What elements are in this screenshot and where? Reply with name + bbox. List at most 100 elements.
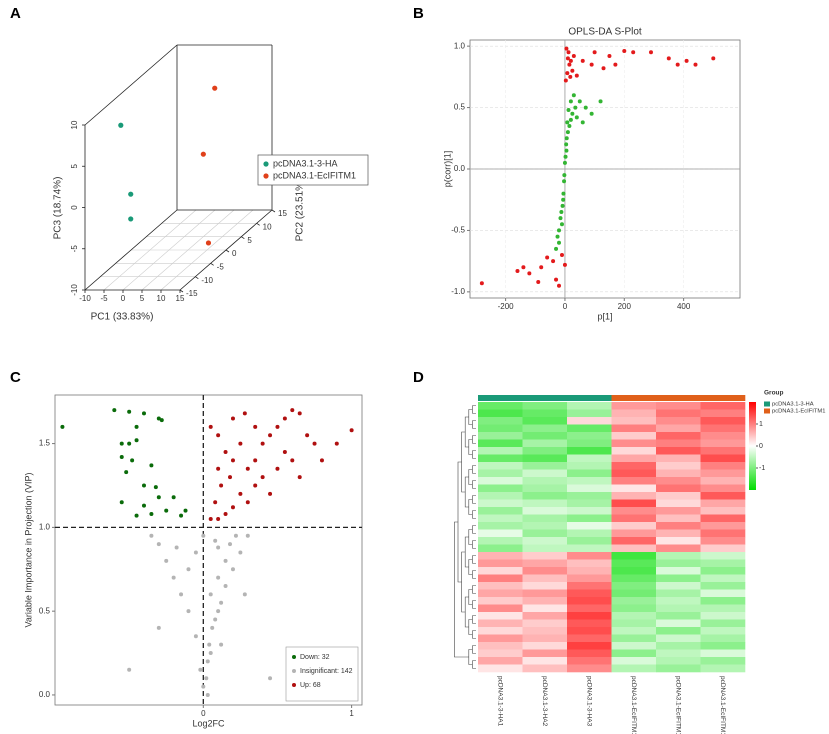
heatmap-cell bbox=[611, 462, 657, 470]
data-point bbox=[230, 505, 235, 510]
heatmap-cell bbox=[611, 559, 657, 568]
data-point bbox=[684, 58, 689, 63]
heatmap-cell bbox=[522, 604, 568, 613]
heatmap-cell bbox=[567, 537, 612, 545]
data-point bbox=[574, 73, 579, 78]
legend-swatch bbox=[764, 401, 770, 407]
data-point bbox=[156, 416, 161, 421]
tick-mark bbox=[256, 223, 260, 226]
heatmap-cell bbox=[700, 499, 746, 508]
heatmap-cell bbox=[700, 484, 746, 493]
panel-letter: C bbox=[10, 369, 21, 386]
data-point bbox=[711, 56, 716, 61]
data-point bbox=[179, 513, 184, 518]
heatmap-cell bbox=[611, 612, 657, 620]
heatmap-cell bbox=[700, 612, 746, 620]
heatmap-cell bbox=[567, 402, 612, 410]
column-label: pcDNA3.1-EcIFITM1-4 bbox=[719, 676, 726, 734]
heatmap-cell bbox=[700, 642, 746, 650]
heatmap-cell bbox=[700, 402, 746, 410]
heatmap-cell bbox=[656, 484, 701, 493]
heatmap-cell bbox=[656, 522, 701, 530]
data-point bbox=[282, 449, 287, 454]
group-bar bbox=[656, 395, 701, 401]
data-point bbox=[198, 667, 203, 672]
dendrogram-branch bbox=[468, 499, 473, 515]
heatmap-cell bbox=[567, 544, 612, 553]
x-tick-label: 0 bbox=[563, 302, 568, 311]
dendrogram-branch bbox=[472, 525, 476, 534]
heatmap-cell bbox=[478, 604, 523, 613]
data-point bbox=[613, 62, 618, 67]
heatmap-cell bbox=[522, 634, 568, 643]
heatmap-cell bbox=[700, 424, 746, 433]
heatmap-cell bbox=[567, 417, 612, 425]
heatmap-cell bbox=[567, 477, 612, 485]
heatmap-cell bbox=[611, 657, 657, 665]
color-bar bbox=[749, 402, 756, 490]
y-tick-label: 5 bbox=[247, 236, 252, 245]
data-point bbox=[275, 424, 280, 429]
x-tick-label: -5 bbox=[100, 294, 108, 303]
data-point bbox=[631, 50, 636, 55]
data-point bbox=[223, 584, 228, 589]
color-tick-label: -1 bbox=[759, 465, 765, 472]
heatmap-cell bbox=[656, 657, 701, 665]
heatmap-cell bbox=[611, 574, 657, 583]
dendrogram-branch bbox=[461, 431, 466, 493]
heatmap-cell bbox=[611, 619, 657, 628]
x-axis-label: Log2FC bbox=[192, 718, 225, 728]
heatmap-cell bbox=[656, 507, 701, 515]
data-point bbox=[205, 659, 210, 664]
x-axis-label: PC1 (33.83%) bbox=[91, 312, 154, 323]
data-point bbox=[124, 470, 129, 475]
heatmap-cell bbox=[522, 477, 568, 485]
y-tick-label: 1.0 bbox=[454, 41, 466, 50]
dendrogram-branch bbox=[472, 600, 476, 609]
data-point bbox=[349, 428, 354, 433]
heatmap-cell bbox=[656, 604, 701, 613]
data-point bbox=[171, 495, 176, 500]
data-point bbox=[208, 651, 213, 656]
data-point bbox=[648, 50, 653, 55]
heatmap-cell bbox=[567, 507, 612, 515]
data-point bbox=[580, 58, 585, 63]
dendrogram-branch bbox=[472, 435, 476, 444]
tick-mark bbox=[210, 263, 214, 266]
color-tick-label: 1 bbox=[759, 421, 763, 428]
z-tick-label: 5 bbox=[70, 163, 79, 168]
group-bar bbox=[478, 395, 523, 401]
column-label: pcDNA3.1-EcIFITM1-2 bbox=[630, 676, 637, 734]
data-point bbox=[527, 271, 532, 276]
heatmap-cell bbox=[611, 544, 657, 553]
x-tick-label: -10 bbox=[79, 294, 91, 303]
data-point bbox=[559, 253, 564, 257]
data-point bbox=[568, 117, 573, 122]
heatmap-cell bbox=[567, 484, 612, 493]
data-point bbox=[545, 255, 550, 260]
data-point bbox=[130, 458, 135, 463]
y-axis-label: Variable Importance in Projection (VIP) bbox=[23, 473, 33, 628]
heatmap-cell bbox=[700, 462, 746, 470]
data-point bbox=[560, 203, 565, 208]
data-point bbox=[558, 216, 563, 221]
heatmap-cell bbox=[567, 499, 612, 508]
heatmap-cell bbox=[522, 454, 568, 463]
data-point bbox=[164, 558, 169, 563]
data-point bbox=[571, 53, 576, 58]
data-point bbox=[561, 191, 566, 196]
dendrogram-branch bbox=[472, 645, 476, 654]
heatmap-cell bbox=[522, 649, 568, 658]
heatmap-cell bbox=[478, 432, 523, 440]
heatmap-cell bbox=[656, 462, 701, 470]
heatmap-cell bbox=[522, 552, 568, 560]
data-point bbox=[228, 475, 233, 480]
data-point bbox=[563, 154, 568, 159]
data-point bbox=[141, 411, 146, 416]
data-point bbox=[551, 259, 556, 264]
data-point bbox=[208, 517, 213, 521]
heatmap-cell bbox=[700, 477, 746, 485]
data-point bbox=[557, 283, 562, 288]
data-point bbox=[334, 441, 339, 446]
